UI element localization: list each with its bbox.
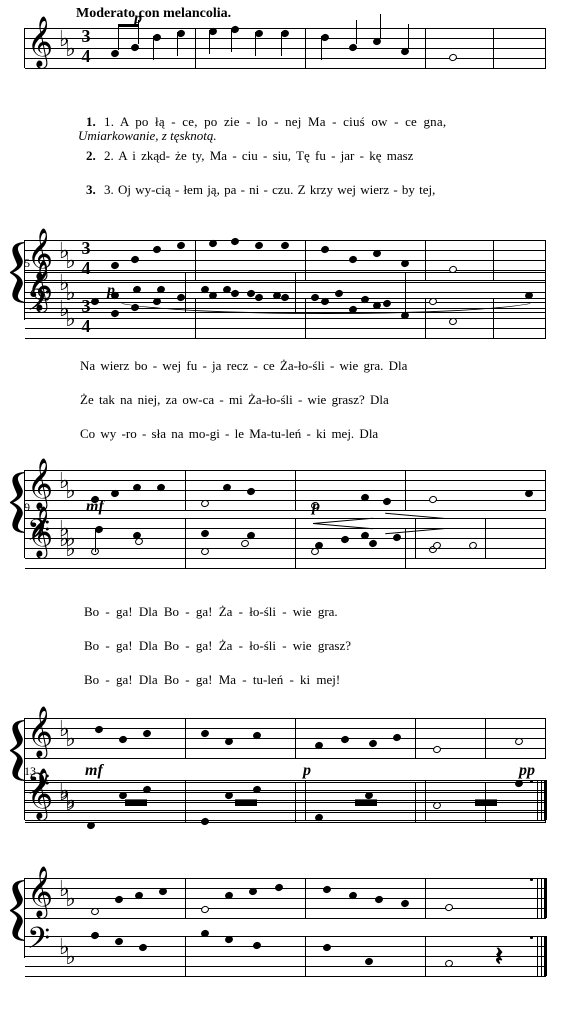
- key-signature: ♭♭: [59, 928, 80, 950]
- final-barline: [544, 780, 547, 820]
- key-signature: ♭♭: [59, 782, 80, 804]
- lyric-row: Bo - ga! Dla Bo - ga! Ża - ło-śli - wie …: [24, 638, 546, 656]
- flat-icon: ♭: [65, 946, 75, 968]
- timesig-num: 3: [79, 238, 93, 258]
- voice-staff-3: 𝄞 ♭♭: [25, 518, 546, 558]
- lyric-row: 2. 2. A i zkąd- że ty, Ma - ciu - siu, T…: [24, 148, 546, 166]
- key-signature: ♭♭: [59, 720, 80, 742]
- system-4: 13 𝄞 ♭♭ ▬ ▬ ▬ ▬ 𝄔 𝄞 ♭♭: [24, 766, 546, 966]
- tempo-marking: Moderato con melancolia.: [76, 6, 231, 22]
- treble-clef-icon: 𝄞: [27, 870, 53, 914]
- treble-clef-icon: 𝄞: [27, 20, 53, 64]
- repeat-barline: [537, 936, 538, 976]
- brace-icon: 𝄔: [7, 874, 26, 952]
- flat-icon: ♭: [65, 790, 75, 812]
- whole-rest: ▬: [125, 786, 147, 812]
- voice-staff-4: 𝄞 ♭♭ ▬ ▬ ▬ ▬: [25, 780, 546, 820]
- treble-clef-icon: 𝄞: [27, 772, 53, 816]
- flat-icon: ♭: [65, 528, 75, 550]
- lyrics-verse1-sys2: Na wierz bo - wej fu - ja recz - ce Ża-ł…: [80, 358, 407, 374]
- timesig-den: 4: [79, 46, 93, 66]
- treble-clef-icon: 𝄞: [27, 462, 53, 506]
- whole-rest: ▬: [475, 786, 497, 812]
- treble-clef-icon: 𝄞: [27, 264, 53, 308]
- lyrics-verse3-sys3: Bo - ga! Dla Bo - ga! Ma - tu-leń - ki m…: [84, 672, 340, 688]
- repeat-barline: [537, 780, 538, 820]
- treble-clef-icon: 𝄞: [27, 710, 53, 754]
- key-signature: ♭♭: [59, 30, 80, 52]
- key-signature: ♭♭: [59, 880, 80, 902]
- lyrics-verse3-sys1: 3. Oj wy-cią - łem ją, pa - ni - czu. Z …: [104, 182, 435, 198]
- lyrics-verse2-sys1: 2. A i zkąd- że ty, Ma - ciu - siu, Tę f…: [104, 148, 413, 164]
- voice-staff-1: 𝄞 ♭♭ 3 4: [25, 28, 546, 68]
- dynamic-mf-voice: mf: [86, 498, 104, 516]
- expression-marking: Umiarkowanie, z tęsknotą.: [78, 128, 217, 144]
- lyrics-verse1-sys3: Bo - ga! Dla Bo - ga! Ża - ło-śli - wie …: [84, 604, 338, 620]
- dynamic-p-voice: p: [312, 498, 320, 516]
- time-signature: 3 4: [79, 26, 93, 66]
- lyric-row: Bo - ga! Dla Bo - ga! Ma - tu-leń - ki m…: [24, 672, 546, 690]
- lyric-row: Że tak na niej, za ow-ca - mi Ża-ło-śli …: [24, 392, 546, 410]
- voice-staff-group-3: 𝄞 ♭♭: [24, 518, 546, 558]
- piano-staff-group-4: 𝄔 𝄞 ♭♭ 𝄢 ♭♭: [24, 878, 546, 958]
- lyric-row: Co wy -ro - sła na mo-gi - le Ma-tu-leń …: [24, 426, 546, 444]
- flat-icon: ♭: [65, 480, 75, 502]
- lyric-row: Na wierz bo - wej fu - ja recz - ce Ża-ł…: [24, 358, 546, 376]
- lyric-row: Bo - ga! Dla Bo - ga! Ża - ło-śli - wie …: [24, 604, 546, 622]
- treble-clef-icon: 𝄞: [27, 510, 53, 554]
- flat-icon: ♭: [65, 38, 75, 60]
- system-2: 5 𝄞 ♭♭ Na wierz bo - wej fu - ja recz - …: [24, 258, 546, 488]
- repeat-barline: [537, 878, 538, 918]
- lyric-row: 3. 3. Oj wy-cią - łem ją, pa - ni - czu.…: [24, 182, 546, 200]
- voice-staff-group-2: 𝄞 ♭♭: [24, 272, 546, 312]
- voice-staff-2: 𝄞 ♭♭: [25, 272, 546, 312]
- bass-clef-icon: 𝄢: [27, 924, 50, 960]
- system-3: 9 mf p 𝄞 ♭♭ Bo - ga! Dla Bo - ga! Ża - ł…: [24, 502, 546, 752]
- piano-bass-4: 𝄢 ♭♭ 𝄽: [25, 936, 546, 976]
- final-barline: [544, 878, 547, 918]
- flat-icon: ♭: [65, 282, 75, 304]
- lyrics-verse2-sys3: Bo - ga! Dla Bo - ga! Ża - ło-śli - wie …: [84, 638, 351, 654]
- verse-number: 3.: [86, 182, 96, 198]
- key-signature: ♭♭: [59, 520, 80, 542]
- lyrics-verse2-sys2: Że tak na niej, za ow-ca - mi Ża-ło-śli …: [80, 392, 389, 408]
- voice-staff-group-1: 𝄞 ♭♭ 3 4: [24, 28, 546, 68]
- piano-treble-3: 𝄞 ♭♭ mf p pp: [25, 718, 546, 758]
- key-signature: ♭♭: [59, 472, 80, 494]
- piano-treble-4: 𝄞 ♭♭: [25, 878, 546, 918]
- timesig-num: 3: [79, 26, 93, 46]
- whole-rest: ▬: [355, 786, 377, 812]
- quarter-rest: 𝄽: [495, 942, 503, 973]
- lyrics-verse3-sys2: Co wy -ro - sła na mo-gi - le Ma-tu-leń …: [80, 426, 378, 442]
- voice-staff-group-4: 𝄞 ♭♭ ▬ ▬ ▬ ▬: [24, 780, 546, 820]
- flat-icon: ♭: [65, 888, 75, 910]
- final-barline: [544, 936, 547, 976]
- flat-icon: ♭: [65, 728, 75, 750]
- whole-rest: ▬: [235, 786, 257, 812]
- verse-number: 2.: [86, 148, 96, 164]
- system-1: Moderato con melancolia. p 𝄞 ♭♭ 3 4: [24, 10, 546, 240]
- key-signature: ♭♭: [59, 274, 80, 296]
